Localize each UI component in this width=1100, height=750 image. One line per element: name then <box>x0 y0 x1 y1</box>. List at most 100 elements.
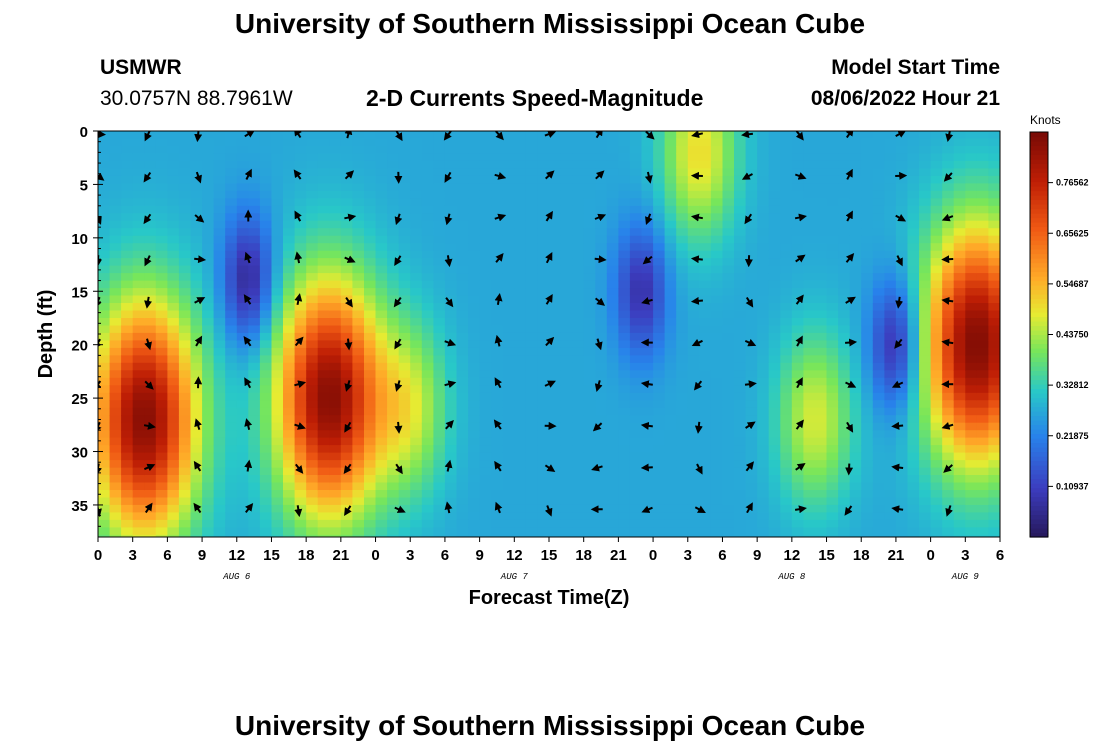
heat-cell <box>780 235 793 244</box>
heat-cell <box>815 370 828 379</box>
heat-cell <box>838 303 851 312</box>
heat-cell <box>155 445 168 454</box>
heat-cell <box>722 288 735 297</box>
heat-cell <box>595 362 608 371</box>
heat-cell <box>537 400 550 409</box>
heat-cell <box>803 497 816 506</box>
heat-cell <box>618 437 631 446</box>
heat-cell <box>514 504 527 513</box>
heat-cell <box>190 497 203 506</box>
heat-cell <box>294 280 307 289</box>
heat-cell <box>456 318 469 327</box>
heat-cell <box>340 168 353 177</box>
heat-cell <box>919 467 932 476</box>
heat-cell <box>468 310 481 319</box>
heat-cell <box>132 131 145 140</box>
heat-cell <box>155 228 168 237</box>
heat-cell <box>583 325 596 334</box>
heat-cell <box>225 295 238 304</box>
heat-cell <box>294 250 307 259</box>
heat-cell <box>236 445 249 454</box>
heat-cell <box>502 460 515 469</box>
heat-cell <box>838 273 851 282</box>
heat-cell <box>653 527 666 536</box>
heat-cell <box>653 295 666 304</box>
heat-cell <box>340 519 353 528</box>
heat-cell <box>178 392 192 401</box>
heat-cell <box>780 362 793 371</box>
heat-cell <box>884 340 897 349</box>
heat-cell <box>572 460 585 469</box>
heat-cell <box>502 475 515 484</box>
heat-cell <box>306 415 319 424</box>
current-arrow <box>690 296 703 305</box>
heat-cell <box>109 407 122 416</box>
heat-cell <box>306 534 319 537</box>
heat-cell <box>248 400 261 409</box>
heat-cell <box>167 482 180 491</box>
heat-cell <box>803 475 816 484</box>
heat-cell <box>190 220 203 229</box>
heat-cell <box>329 340 342 349</box>
heat-cell <box>884 220 897 229</box>
heat-cell <box>456 325 469 334</box>
heat-cell <box>953 131 966 140</box>
colorbar-segment <box>1030 397 1048 403</box>
heat-cell <box>410 475 423 484</box>
heat-cell <box>155 213 168 222</box>
heat-cell <box>121 392 134 401</box>
current-arrow <box>795 419 804 430</box>
heat-cell <box>641 534 654 537</box>
heat-cell <box>109 385 122 394</box>
heat-cell <box>340 250 353 259</box>
colorbar-segment <box>1030 510 1048 516</box>
x-tick-label: 15 <box>818 547 835 564</box>
heat-cell <box>259 198 273 207</box>
heat-cell <box>595 303 608 312</box>
heat-cell <box>144 273 157 282</box>
current-arrow <box>741 172 753 180</box>
heat-cell <box>364 198 377 207</box>
heat-cell <box>433 273 446 282</box>
heat-cell <box>444 198 458 207</box>
heat-cell <box>306 258 319 267</box>
current-arrow <box>344 131 353 139</box>
heat-cell <box>606 482 619 491</box>
current-arrow <box>393 297 402 308</box>
heat-cell <box>965 392 978 401</box>
heat-cell <box>861 318 874 327</box>
heat-cell <box>815 318 828 327</box>
heat-cell <box>710 131 724 140</box>
heat-cell <box>190 303 203 312</box>
heat-cell <box>155 512 168 521</box>
heat-cell <box>98 415 111 424</box>
heat-cell <box>514 228 527 237</box>
heat-cell <box>329 183 342 192</box>
heat-cell <box>398 228 411 237</box>
heat-cell <box>109 295 122 304</box>
heat-cell <box>641 160 654 169</box>
heat-cell <box>942 138 955 147</box>
heat-cell <box>502 205 515 214</box>
heat-cell <box>329 347 342 356</box>
heat-cell <box>283 243 296 252</box>
current-arrow <box>194 171 202 184</box>
heat-cell <box>861 265 874 274</box>
heat-cell <box>537 504 550 513</box>
heat-cell <box>398 243 411 252</box>
heat-cell <box>722 175 735 184</box>
heat-cell <box>340 534 353 537</box>
heat-cell <box>884 273 897 282</box>
heat-cell <box>919 220 932 229</box>
heat-cell <box>306 362 319 371</box>
heat-cell <box>525 377 539 386</box>
heat-cell <box>433 310 446 319</box>
heat-cell <box>236 482 249 491</box>
heat-cell <box>444 213 458 222</box>
heat-cell <box>583 146 596 155</box>
heat-cell <box>664 168 677 177</box>
heat-cell <box>872 512 885 521</box>
heat-cell <box>352 362 365 371</box>
heat-cell <box>178 295 192 304</box>
heat-cell <box>178 325 192 334</box>
